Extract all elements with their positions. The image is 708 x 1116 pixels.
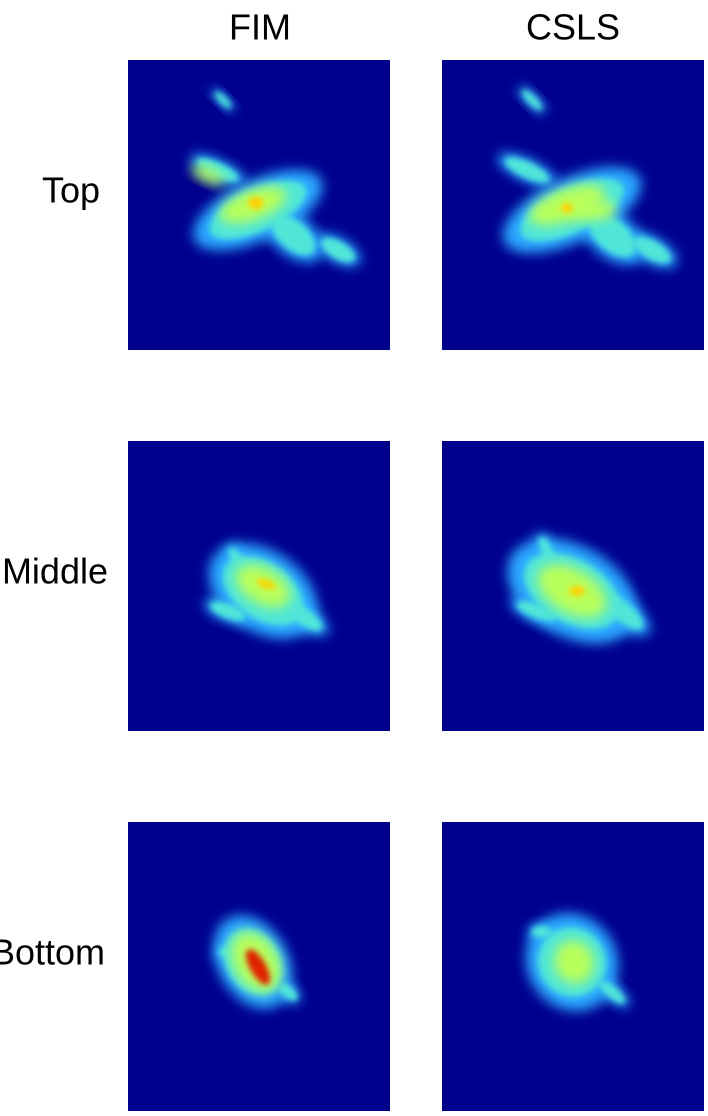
heat-mid	[505, 157, 549, 183]
heat-mid	[600, 592, 644, 630]
heat-mid	[278, 983, 298, 1001]
column-header: FIM	[229, 7, 291, 48]
heat-mid	[283, 601, 323, 631]
heat-mid	[522, 90, 542, 110]
heat-mid	[598, 980, 626, 1004]
heatmap-panel	[442, 60, 704, 350]
row-label: Bottom	[0, 932, 105, 973]
heat-peak	[256, 578, 276, 590]
heat-high	[191, 165, 225, 185]
column-header: CSLS	[526, 7, 620, 48]
heat-mid	[214, 91, 232, 109]
heat-mid	[270, 215, 316, 255]
heatmap-panel	[442, 822, 704, 1112]
heat-peak	[561, 203, 573, 213]
heatmap-panel	[128, 60, 390, 350]
heat-mid	[197, 158, 239, 182]
heat-mid	[210, 601, 246, 621]
heatmap-panel	[128, 441, 390, 731]
heat-mid	[321, 238, 355, 262]
heat-peak	[245, 949, 271, 985]
heatmap-panel	[128, 822, 390, 1112]
heatmap-panel	[442, 441, 704, 731]
row-label: Middle	[2, 551, 108, 592]
heat-mid	[588, 213, 636, 257]
row-label: Top	[42, 170, 100, 211]
heat-mid	[538, 537, 556, 565]
heat-peak	[248, 197, 264, 209]
heat-high	[567, 200, 617, 220]
heat-mid	[531, 926, 553, 938]
heat-peak	[569, 586, 585, 596]
heat-mid	[633, 236, 671, 264]
heat-mid	[517, 601, 557, 621]
heat-high	[553, 940, 595, 984]
